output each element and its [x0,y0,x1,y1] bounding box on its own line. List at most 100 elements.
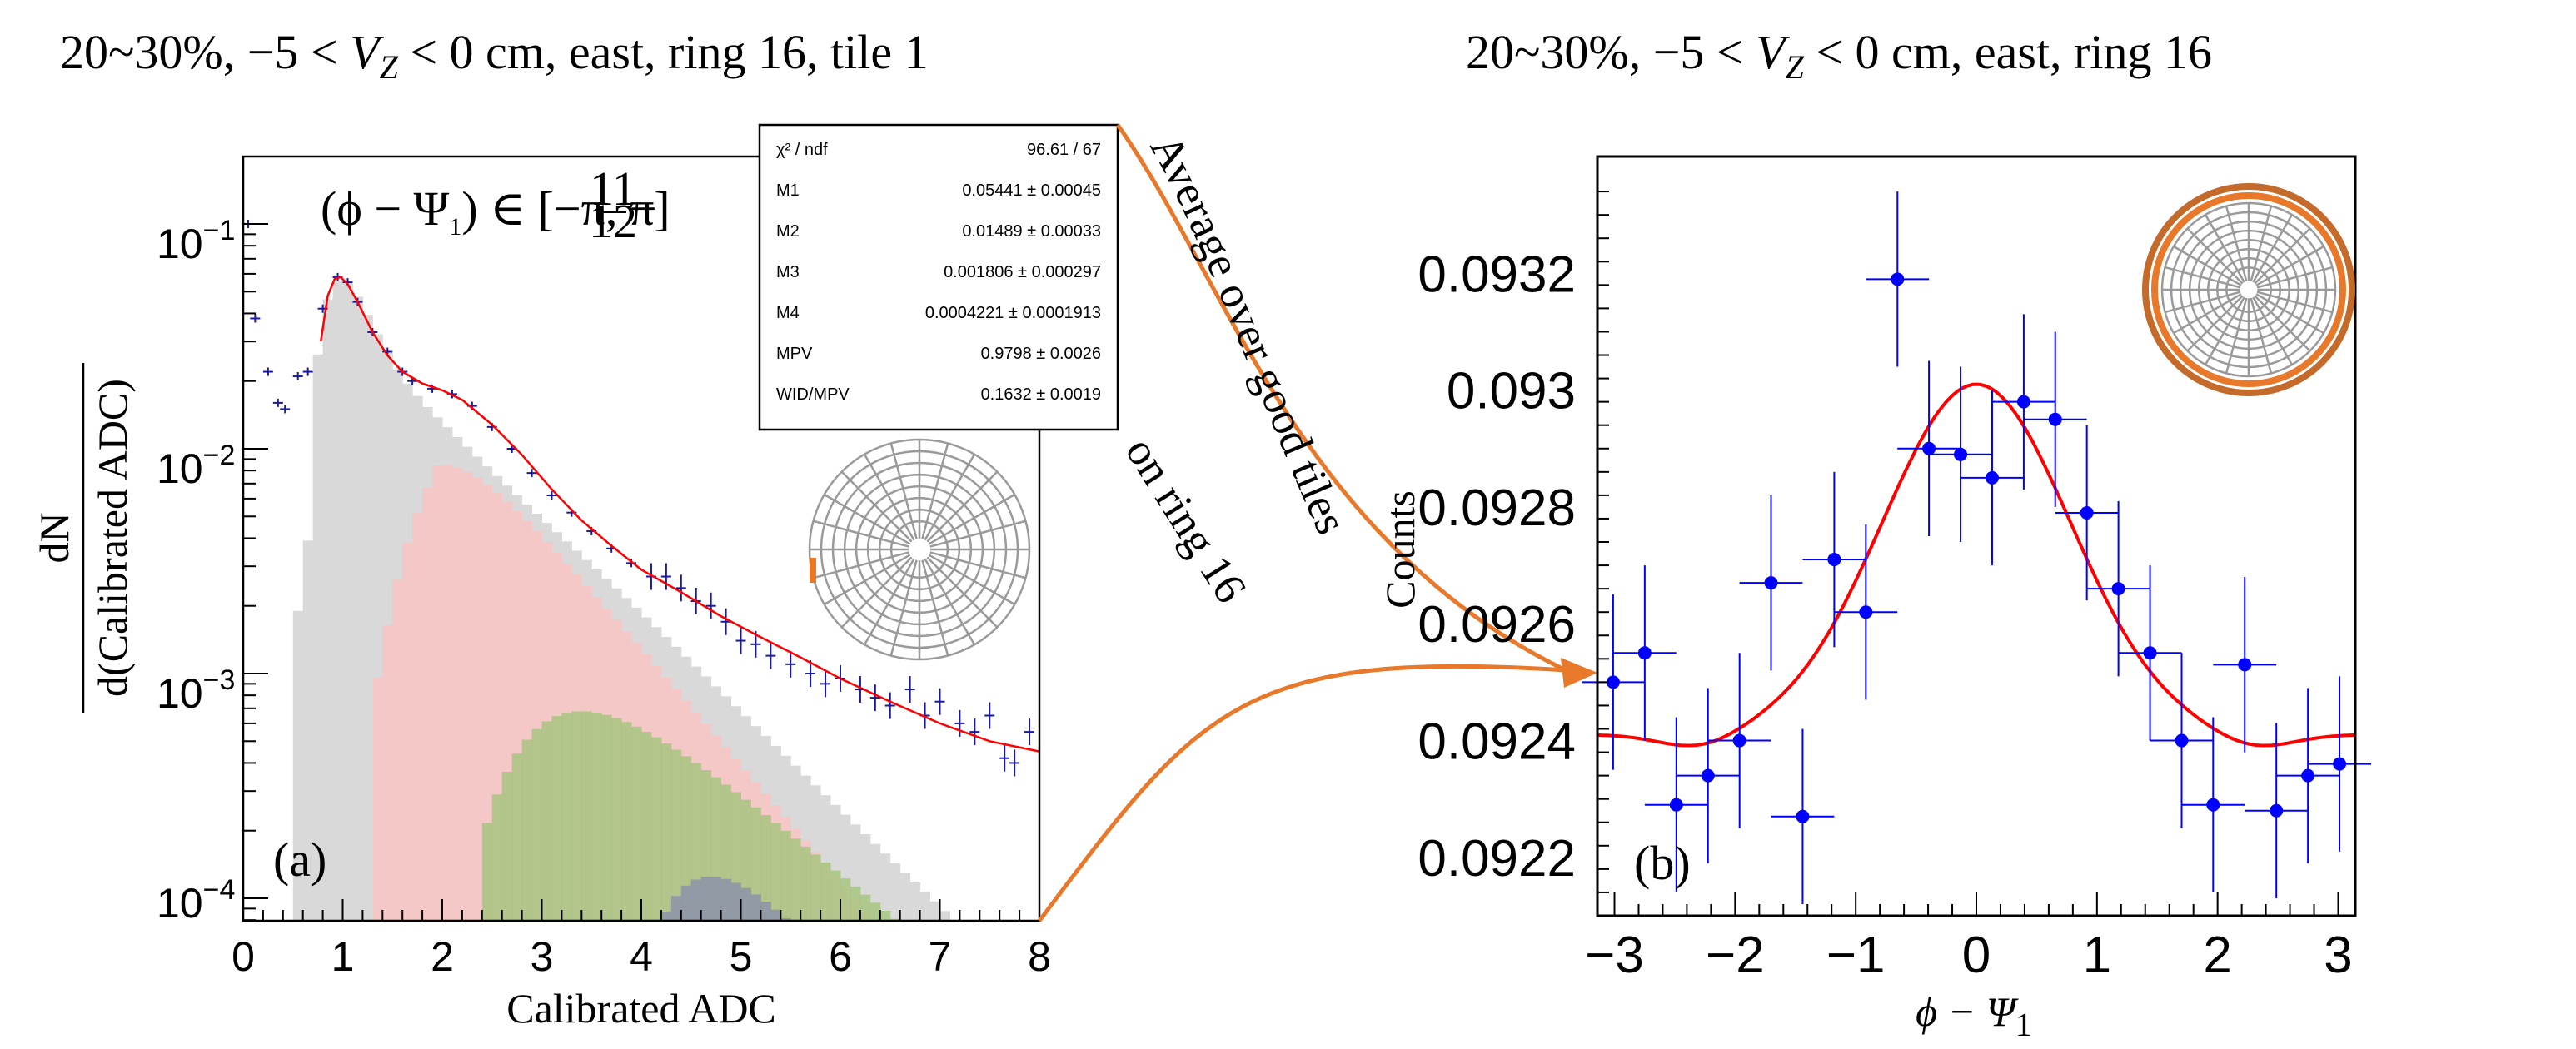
data-point [785,650,796,678]
wheel-spoke [2255,245,2324,286]
histogram-bin-2-MIP [471,477,483,921]
histogram-bin-3-MIP [541,721,552,921]
histogram-bin-total [322,299,334,921]
wheel-spoke [863,454,915,541]
fit-curve [319,276,1040,753]
histogram-bin-3-MIP [840,878,851,921]
stats-row-value: 0.9798 ± 0.0026 [981,345,1101,363]
data-point [1581,594,1645,770]
wheel-spoke [921,443,949,539]
data-point [1739,495,1803,671]
histogram-bin-total [879,853,891,921]
y-tick-label: 0.093 [1447,363,1576,420]
histogram-bin-3-MIP [750,807,761,921]
panel-b: 20~30%, −5 < VZ < 0 cm, east, ring 16 −3… [1377,25,2372,1043]
histogram-bin-4-MIP [700,877,712,921]
wheel-spoke [928,554,1015,606]
data-point [934,688,945,715]
stats-rows: χ² / ndf 96.61 / 67 M1 0.05441 ± 0.00045 M2 0… [776,141,1101,404]
wheel-spoke [889,559,918,656]
histogram-bin-3-MIP [511,753,523,921]
histogram-bin-4-MIP [730,882,741,921]
histogram-bin-3-MIP [760,815,771,921]
wheel-spoke [2250,297,2273,374]
histogram-bin-2-MIP [432,465,443,921]
wheel-spoke [929,520,1026,548]
histogram-bin-3-MIP [531,728,542,921]
arrow-text-line2: on ring 16 [1116,429,1257,612]
stats-row-name: WID/MPV [776,385,850,404]
histogram-bin-3-MIP [481,823,493,921]
data-point [1929,366,1992,543]
x-tick-label: 2 [431,933,454,980]
histogram-bin-2-MIP [422,487,433,921]
histogram-bin-2-MIP [451,467,463,921]
wheel-spoke [2252,296,2294,365]
stats-row-value: 0.001806 ± 0.000297 [944,263,1101,281]
histogram-bin-3-MIP [561,713,572,921]
histogram-bin-3-MIP [660,743,672,921]
data-points [1581,191,2372,904]
ring-outline [2142,183,2355,396]
data-point [954,709,965,737]
data-point [2150,653,2214,828]
histogram-bin-3-MIP [859,894,871,921]
wheel-spoke [928,493,1015,545]
histogram-bin-total [312,354,324,921]
wheel-spoke [840,556,913,629]
wheel-spoke [2186,227,2244,285]
data-point [2245,723,2309,898]
y-axis-label-a: dN d(Calibrated ADC) [31,363,136,713]
wheel-spoke [2225,297,2248,374]
histogram-bin-total [909,882,921,921]
data-point [1612,565,1677,741]
histogram-bin-total [342,283,353,921]
plot-frame-b [1596,155,2357,917]
wheel-spoke [2252,214,2294,283]
histogram-bin-3-MIP [869,902,881,921]
data-point [1707,653,1771,828]
x-tick-labels-a: 0 1 2 3 4 5 6 7 8 [232,933,1051,980]
wheel-spoke [2165,291,2241,314]
x-tick-label: 0 [232,933,255,980]
x-tick-label: −3 [1585,927,1644,984]
data-point [1644,717,1708,892]
wheel-spoke [2173,245,2242,286]
data-point [2055,425,2119,601]
histogram-bin-3-MIP [820,862,831,921]
histogram-bin-2-MIP [481,485,493,921]
stats-row-name: MPV [776,345,813,363]
histogram-bin-2-MIP [382,624,393,921]
histogram-bin-4-MIP [720,878,732,921]
x-tick-label: −2 [1706,927,1765,984]
axis-ticks-b [1597,191,2339,917]
arrow-head [1561,658,1597,688]
arrow-lower [1037,664,1567,922]
histogram-bin-4-MIP [760,902,771,921]
data-point [1834,524,1898,700]
fit-stats-box: χ² / ndf 96.61 / 67 M1 0.05441 ± 0.00045 M2 0… [758,123,1119,431]
x-tick-label: 1 [2083,927,2111,984]
data-point [2308,676,2372,852]
data-point [705,592,716,619]
histogram-bin-total [292,610,304,921]
data-point [1897,360,1961,536]
histogram-bin-total [919,892,931,921]
wheel-spoke [2186,295,2244,352]
stats-row-name: χ² / ndf [776,141,828,159]
data-point [1961,390,2024,566]
wheel-spoke [2173,293,2242,335]
histograms [292,281,960,922]
data-point [660,563,671,590]
x-tick-label: 7 [929,933,952,980]
stats-row-name: M4 [776,304,800,322]
wheel-spoke [2255,293,2324,335]
fraction-denominator: 12 [589,194,637,248]
histogram-bin-total [869,843,881,921]
data-point [969,718,980,746]
histogram-bin-4-MIP [680,885,692,921]
data-point [1771,728,1835,904]
fraction-numerator: 11 [590,162,636,216]
wheel-spoke [863,558,915,645]
y-tick-label: 0.0922 [1418,830,1576,887]
